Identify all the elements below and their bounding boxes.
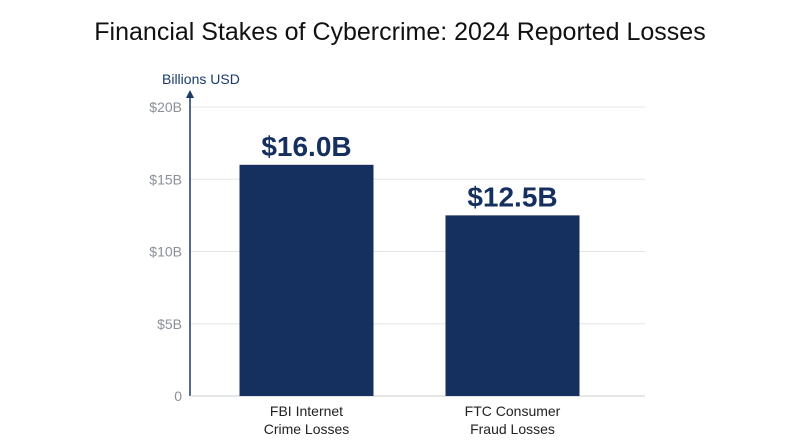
y-tick-label: $15B bbox=[149, 171, 182, 187]
x-category-label: FBI Internet bbox=[270, 403, 343, 419]
y-tick-label: $20B bbox=[149, 99, 182, 115]
x-category-label: FTC Consumer bbox=[465, 403, 561, 419]
x-category-label: Fraud Losses bbox=[470, 421, 555, 437]
data-label: $12.5B bbox=[467, 181, 557, 212]
bar bbox=[445, 215, 580, 396]
y-tick-label: 0 bbox=[174, 388, 182, 404]
y-tick-label: $10B bbox=[149, 244, 182, 260]
y-axis-arrow bbox=[186, 90, 194, 98]
data-label: $16.0B bbox=[261, 131, 351, 162]
y-axis-label: Billions USD bbox=[162, 71, 240, 87]
chart-title: Financial Stakes of Cybercrime: 2024 Rep… bbox=[94, 18, 706, 46]
bar bbox=[239, 164, 374, 396]
x-category-label: Crime Losses bbox=[264, 421, 350, 437]
y-tick-label: $5B bbox=[157, 316, 182, 332]
